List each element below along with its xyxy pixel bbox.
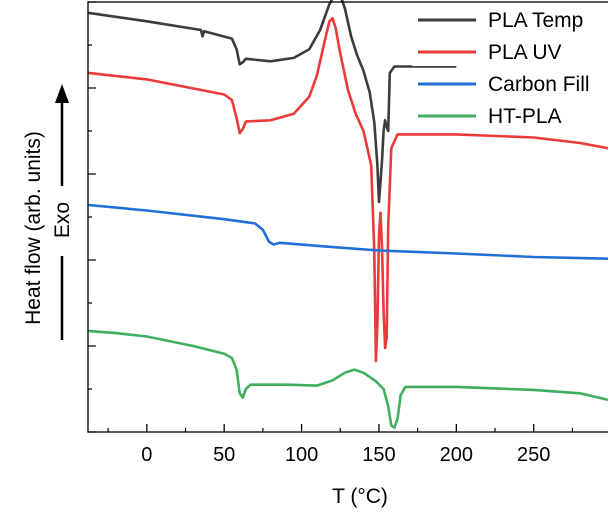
series-line-4 bbox=[87, 329, 608, 429]
series-line-3 bbox=[87, 203, 608, 260]
legend-label: Carbon Fill bbox=[488, 73, 590, 96]
series-line-1 bbox=[87, 0, 457, 204]
x-axis-title: T (°C) bbox=[332, 485, 388, 508]
legend-label: HT-PLA bbox=[488, 105, 562, 128]
x-tick-label: 200 bbox=[440, 444, 473, 466]
x-tick-label: 50 bbox=[213, 444, 235, 466]
x-tick-label: 150 bbox=[362, 444, 395, 466]
legend-label: PLA UV bbox=[488, 41, 562, 64]
exo-arrow-head bbox=[55, 84, 69, 103]
series-line-2 bbox=[87, 17, 608, 363]
legend: PLA Temp PLA UV Carbon Fill HT-PLA bbox=[412, 4, 608, 130]
plot-frame bbox=[87, 1, 608, 433]
y-axis-title-group: Heat flow (arb. units) Exo bbox=[22, 84, 74, 340]
x-tick-label: 250 bbox=[517, 444, 550, 466]
x-tick-label: 0 bbox=[141, 444, 152, 466]
axis-ticks: 0 50 100 150 200 250 bbox=[88, 1, 574, 466]
legend-label: PLA Temp bbox=[488, 9, 583, 32]
exo-label: Exo bbox=[51, 202, 74, 238]
y-axis-title: Heat flow (arb. units) bbox=[22, 131, 45, 325]
x-tick-label: 100 bbox=[285, 444, 318, 466]
